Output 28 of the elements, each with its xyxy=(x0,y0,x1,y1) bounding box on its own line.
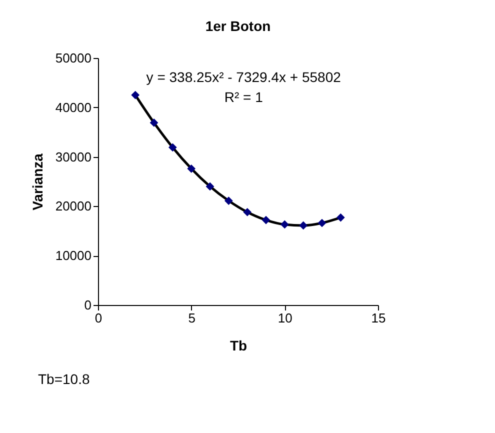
point xyxy=(224,196,233,205)
point xyxy=(206,182,214,191)
y-tick-label: 10000 xyxy=(55,248,92,264)
y-axis-title: Varianza xyxy=(29,153,46,210)
text: Tb=10.8 xyxy=(38,371,90,387)
x-tick-label: 10 xyxy=(278,310,292,326)
x-tick-label: 15 xyxy=(371,310,386,326)
point xyxy=(299,221,308,230)
point xyxy=(243,208,252,216)
x-axis-title: Tb xyxy=(230,338,248,354)
point xyxy=(187,164,196,173)
y-tick-label: 20000 xyxy=(55,198,92,214)
point xyxy=(336,213,345,222)
y-tick-label: 40000 xyxy=(55,100,92,115)
chart-title: 1er Boton xyxy=(205,18,271,34)
y-tick-label: 50000 xyxy=(55,50,92,66)
point xyxy=(262,216,270,224)
x-tick-label: 0 xyxy=(94,310,102,326)
point xyxy=(131,90,140,100)
point xyxy=(150,118,158,127)
annotation: R² = 1 xyxy=(224,89,264,105)
x-tick-label: 5 xyxy=(188,310,196,326)
y-tick-label: 30000 xyxy=(55,149,92,164)
point xyxy=(280,220,289,229)
point xyxy=(318,218,326,228)
annotation: y = 338.25x² - 7329.4x + 55802 xyxy=(146,69,342,85)
y-tick-label: 0 xyxy=(84,298,92,312)
point xyxy=(168,143,177,152)
